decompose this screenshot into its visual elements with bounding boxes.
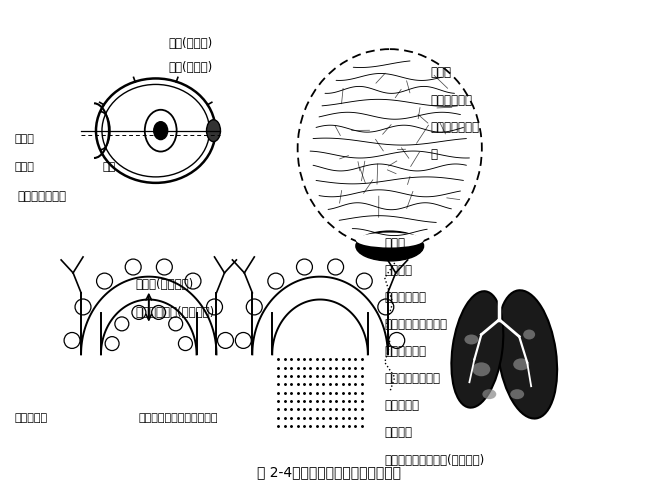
Text: 酸素　炭酸ガス: 酸素 炭酸ガス	[18, 189, 66, 203]
Ellipse shape	[154, 122, 168, 139]
Text: 窒息死: 窒息死	[430, 66, 451, 79]
Text: 図 2-4　硫化水素中毒のメカニズム: 図 2-4 硫化水素中毒のメカニズム	[257, 465, 401, 480]
Text: 血中硫化水素増加: 血中硫化水素増加	[385, 372, 441, 385]
Text: 窒息死: 窒息死	[385, 237, 406, 249]
Text: 酸素摂取不能: 酸素摂取不能	[430, 94, 472, 107]
Text: 肺胞: 肺胞	[103, 162, 116, 172]
Ellipse shape	[465, 334, 478, 344]
Ellipse shape	[482, 389, 496, 399]
Ellipse shape	[356, 233, 424, 248]
Text: 肺胞膜、肺毛細血管壁損傷: 肺胞膜、肺毛細血管壁損傷	[139, 413, 218, 423]
Text: 細胞破壊: 細胞破壊	[385, 427, 413, 439]
Text: 血液成分の浸出: 血液成分の浸出	[430, 121, 480, 133]
Ellipse shape	[451, 291, 503, 408]
Text: 角膜(角膜炎): 角膜(角膜炎)	[168, 37, 213, 50]
Text: 大脳皮質－機能停止(意識喪失): 大脳皮質－機能停止(意識喪失)	[385, 453, 485, 467]
Text: 脳細胞内侵入: 脳細胞内侵入	[385, 345, 426, 358]
Text: 鼻粘膜(臭覚損失): 鼻粘膜(臭覚損失)	[136, 278, 194, 292]
Text: 細胞活動停止: 細胞活動停止	[385, 291, 426, 304]
Text: 深吸気誘発: 深吸気誘発	[385, 399, 420, 412]
Text: 気管、気管支(気管支炎): 気管、気管支(気管支炎)	[136, 306, 215, 318]
Ellipse shape	[497, 290, 557, 419]
Text: 肖: 肖	[430, 148, 438, 161]
Ellipse shape	[356, 231, 424, 261]
Ellipse shape	[510, 389, 524, 399]
Ellipse shape	[523, 329, 535, 339]
Text: 肺毛細血管: 肺毛細血管	[14, 413, 47, 423]
Text: 結膜(結膜炎): 結膜(結膜炎)	[168, 62, 213, 74]
Ellipse shape	[207, 120, 220, 141]
Text: 細胞内呼吸酵素抑制: 細胞内呼吸酵素抑制	[385, 318, 447, 331]
Text: 肺血球: 肺血球	[14, 134, 34, 144]
Text: 赤血球: 赤血球	[14, 162, 34, 172]
Ellipse shape	[513, 359, 529, 371]
Ellipse shape	[472, 363, 490, 376]
Text: 呼吸麻痺: 呼吸麻痺	[385, 264, 413, 277]
